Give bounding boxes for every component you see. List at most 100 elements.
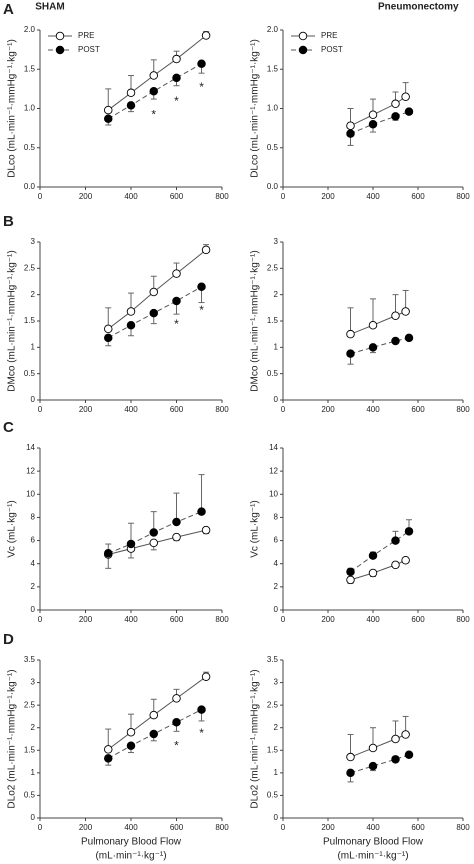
data-point <box>126 88 136 98</box>
x-tick-label: 200 <box>321 405 335 414</box>
data-point <box>201 31 211 40</box>
x-tick-label: 200 <box>79 823 93 832</box>
y-axis-label: Vc (mL·kg⁻¹) <box>250 500 261 558</box>
y-tick-label: 2 <box>274 290 279 299</box>
x-tick-label: 800 <box>215 823 229 832</box>
data-point <box>149 538 158 548</box>
x-axis-label: (mL·min⁻¹·kg⁻¹) <box>337 851 408 862</box>
y-tick-label: 10 <box>26 489 35 498</box>
x-tick-label: 400 <box>366 192 380 201</box>
significance-mark: * <box>199 726 204 740</box>
data-point <box>126 539 136 549</box>
x-tick-label: 200 <box>321 823 335 832</box>
x-axis-label: Pulmonary Blood Flow <box>81 837 182 848</box>
data-point <box>391 99 400 109</box>
legend-label: PRE <box>78 31 94 40</box>
x-tick-label: 400 <box>124 615 138 624</box>
significance-mark: * <box>199 80 204 94</box>
significance-mark: * <box>199 303 204 317</box>
data-point <box>346 768 355 778</box>
y-axis-label: DMco (mL·min⁻¹·mmHg⁻¹·kg⁻¹) <box>250 250 261 391</box>
data-point <box>172 73 181 83</box>
y-tick-label: 2 <box>31 290 36 299</box>
y-tick-label: 0 <box>31 605 36 614</box>
y-tick-label: 2.0 <box>267 25 279 34</box>
legend-marker <box>55 31 65 41</box>
column-title: Pneumonectomy <box>378 2 459 13</box>
x-tick-label: 400 <box>124 823 138 832</box>
data-point <box>404 750 414 760</box>
x-tick-label: 200 <box>321 615 335 624</box>
y-tick-label: 1.5 <box>24 64 36 73</box>
y-tick-label: 0.5 <box>267 143 279 152</box>
x-tick-label: 600 <box>411 615 425 624</box>
data-point <box>391 311 400 320</box>
data-point <box>197 507 206 516</box>
y-tick-label: 3 <box>274 237 279 246</box>
y-tick-label: 1.5 <box>267 316 279 325</box>
series-line <box>107 249 207 330</box>
data-point <box>346 121 355 131</box>
series-line <box>350 734 406 758</box>
data-point <box>346 752 355 762</box>
y-tick-label: 4 <box>274 559 279 568</box>
x-tick-label: 800 <box>456 823 470 832</box>
legend-label: PRE <box>321 31 337 40</box>
x-tick-label: 600 <box>411 405 425 414</box>
y-tick-label: 0.5 <box>24 791 36 800</box>
y-tick-label: 2 <box>274 723 279 732</box>
data-point <box>149 287 158 297</box>
x-tick-label: 800 <box>215 192 229 201</box>
y-tick-label: 14 <box>26 443 35 452</box>
y-tick-label: 2.5 <box>267 700 279 709</box>
y-tick-label: 0.5 <box>267 791 279 800</box>
data-point <box>391 560 400 570</box>
data-point <box>126 727 136 737</box>
data-point <box>368 320 378 330</box>
x-tick-label: 800 <box>456 615 470 624</box>
x-tick-label: 400 <box>124 192 138 201</box>
y-tick-label: 3 <box>31 237 36 246</box>
series-line <box>350 311 406 335</box>
x-tick-label: 600 <box>170 615 184 624</box>
series-line <box>107 63 202 120</box>
data-point <box>404 333 414 343</box>
data-point <box>401 730 410 739</box>
y-tick-label: 4 <box>31 559 36 568</box>
y-tick-label: 8 <box>274 513 279 522</box>
panel-label: A <box>3 1 14 18</box>
series-line <box>107 35 207 111</box>
series-line <box>350 111 410 135</box>
y-tick-label: 0 <box>274 395 279 404</box>
data-point <box>172 269 181 278</box>
y-tick-label: 2 <box>274 582 279 591</box>
y-tick-label: 0 <box>274 813 279 822</box>
data-point <box>172 718 181 727</box>
data-point <box>172 694 181 703</box>
data-point <box>391 536 400 545</box>
data-point <box>401 555 410 565</box>
x-tick-label: 0 <box>38 192 43 201</box>
y-tick-label: 0.0 <box>267 182 279 191</box>
x-tick-label: 400 <box>366 823 380 832</box>
x-tick-label: 600 <box>170 192 184 201</box>
data-point <box>126 741 136 751</box>
y-tick-label: 1.5 <box>267 64 279 73</box>
x-tick-label: 0 <box>281 192 286 201</box>
data-point <box>391 734 400 744</box>
y-tick-label: 2.5 <box>24 700 36 709</box>
data-point <box>391 112 400 121</box>
x-tick-label: 600 <box>170 405 184 414</box>
y-tick-label: 1 <box>274 768 279 777</box>
y-tick-label: 1 <box>274 342 279 351</box>
x-tick-label: 0 <box>281 405 286 414</box>
data-point <box>149 729 158 739</box>
y-axis-label: DLo2 (mL·min⁻¹·mmHg⁻¹·kg⁻¹) <box>7 669 18 808</box>
y-tick-label: 0.0 <box>24 182 36 191</box>
y-tick-label: 3 <box>274 678 279 687</box>
data-point <box>103 333 113 343</box>
y-tick-label: 2 <box>31 582 36 591</box>
significance-mark: * <box>174 317 179 331</box>
y-tick-label: 1.0 <box>267 104 279 113</box>
legend-label: POST <box>78 45 100 54</box>
